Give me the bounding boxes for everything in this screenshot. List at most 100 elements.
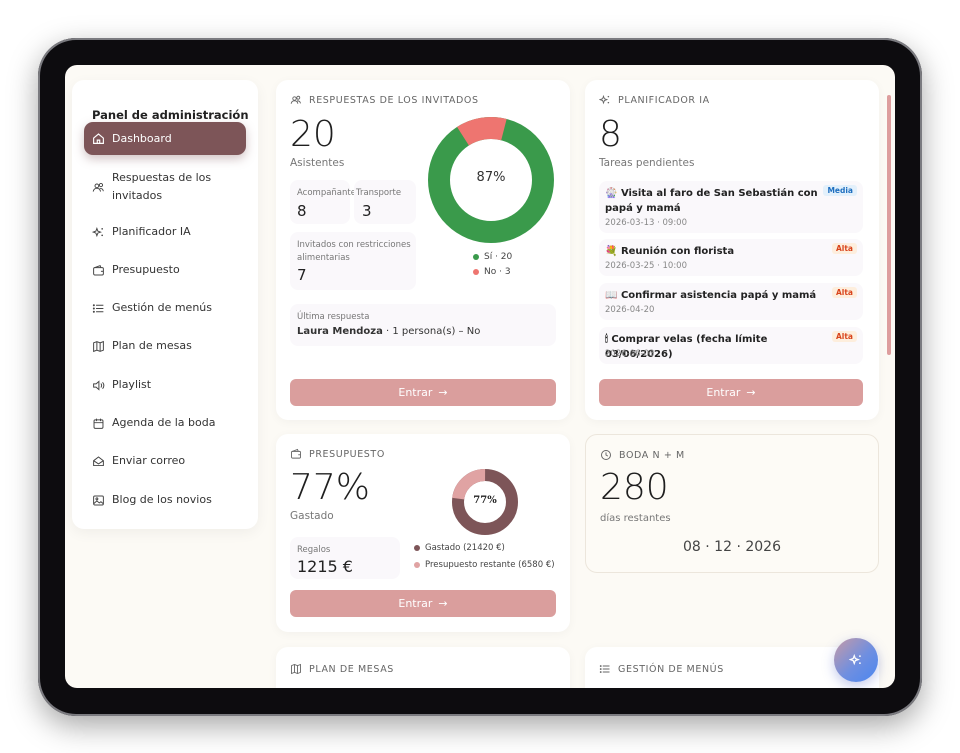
- wallet-icon: [93, 264, 104, 275]
- last-response-detail: · 1 persona(s) – No: [382, 326, 481, 337]
- button-label: Entrar: [398, 597, 433, 610]
- budget-card: PRESUPUESTO 77% Gastado Regalos 1215 € 7…: [276, 434, 570, 632]
- task-item[interactable]: 🕯 Comprar velas (fecha límite 03/06/2026…: [599, 327, 863, 364]
- menus-title: GESTIÓN DE MENÚS: [618, 663, 724, 675]
- sidebar-item-label: Gestión de menús: [112, 301, 212, 314]
- arrow-right-icon: →: [746, 386, 756, 399]
- sidebar-item-label: Plan de mesas: [112, 339, 192, 352]
- task-date: 2026-03-25 · 10:00: [605, 261, 687, 271]
- arrow-right-icon: →: [438, 597, 448, 610]
- priority-badge: Alta: [831, 243, 857, 254]
- attendee-count: 20: [290, 114, 336, 155]
- legend-remaining: Presupuesto restante (6580 €): [414, 560, 555, 570]
- menus-card: GESTIÓN DE MENÚS: [585, 647, 879, 688]
- map-icon: [291, 663, 301, 675]
- countdown-title: BODA N + M: [619, 449, 685, 461]
- task-date: 2026-04-20: [605, 305, 655, 315]
- mail-icon: [93, 455, 104, 466]
- priority-badge: Media: [823, 185, 857, 196]
- legend-yes: Sí · 20: [473, 252, 512, 262]
- brown-dot-icon: [414, 545, 420, 551]
- budget-enter-button[interactable]: Entrar →: [290, 590, 556, 617]
- sidebar-item-label: Agenda de la boda: [112, 416, 216, 429]
- sidebar-item-label: Planificador IA: [112, 225, 191, 238]
- task-date: 2026-03-13 · 09:00: [605, 218, 687, 228]
- image-icon: [93, 495, 104, 505]
- days-remaining: 280: [600, 467, 669, 508]
- rsvp-card: RESPUESTAS DE LOS INVITADOS 20 Asistente…: [276, 80, 570, 420]
- companions-label: Acompañantes: [297, 188, 361, 198]
- clock-icon: [601, 450, 611, 460]
- book-icon: 📖: [605, 290, 618, 301]
- map-icon: [93, 340, 104, 352]
- sidebar-item-responses[interactable]: Respuestas de los invitados: [84, 168, 246, 206]
- sidebar: Panel de administración Dashboard Respue…: [72, 80, 258, 529]
- task-item[interactable]: 💐 Reunión con florista 2026-03-25 · 10:0…: [599, 239, 863, 276]
- speaker-icon: [93, 379, 105, 391]
- gifts-stat: Regalos 1215 €: [290, 537, 400, 579]
- planner-title: PLANIFICADOR IA: [618, 94, 710, 106]
- green-dot-icon: [473, 254, 479, 260]
- rsvp-card-header: RESPUESTAS DE LOS INVITADOS: [290, 94, 479, 106]
- tables-title: PLAN DE MESAS: [309, 663, 394, 675]
- tables-card: PLAN DE MESAS: [276, 647, 570, 688]
- budget-title: PRESUPUESTO: [309, 448, 385, 460]
- wallet-icon: [291, 448, 301, 459]
- rsvp-donut-chart: [428, 117, 554, 243]
- sidebar-item-email[interactable]: Enviar correo: [84, 452, 246, 470]
- budget-donut-chart: [452, 469, 518, 535]
- transport-stat: Transporte 3: [354, 180, 416, 224]
- task-item[interactable]: 📖 Confirmar asistencia papá y mamá 2026-…: [599, 283, 863, 320]
- budget-spent-pct: 77%: [290, 467, 371, 508]
- priority-badge: Alta: [831, 331, 857, 342]
- sidebar-item-menus[interactable]: Gestión de menús: [84, 299, 246, 317]
- sidebar-item-label: Presupuesto: [112, 263, 180, 276]
- tables-card-header: PLAN DE MESAS: [290, 663, 394, 675]
- task-item[interactable]: 🎡 Visita al faro de San Sebastián con pa…: [599, 181, 863, 233]
- sidebar-item-planner[interactable]: Planificador IA: [84, 223, 246, 241]
- planner-enter-button[interactable]: Entrar →: [599, 379, 863, 406]
- sidebar-item-tables[interactable]: Plan de mesas: [84, 337, 246, 355]
- sparkles-icon: [599, 94, 610, 105]
- sidebar-item-budget[interactable]: Presupuesto: [84, 261, 246, 279]
- users-icon: [92, 182, 104, 192]
- sidebar-item-dashboard[interactable]: Dashboard: [84, 122, 246, 155]
- sidebar-item-label: Blog de los novios: [112, 493, 212, 506]
- ferris-wheel-icon: 🎡: [605, 188, 618, 199]
- attendee-label: Asistentes: [290, 157, 345, 169]
- rsvp-enter-button[interactable]: Entrar →: [290, 379, 556, 406]
- wedding-date: 08 · 12 · 2026: [683, 539, 781, 555]
- budget-spent-label: Gastado: [290, 510, 334, 522]
- companions-stat: Acompañantes 8: [290, 180, 360, 224]
- ai-assistant-fab[interactable]: [834, 638, 878, 682]
- countdown-card-header: BODA N + M: [600, 449, 685, 461]
- sidebar-item-label: Enviar correo: [112, 454, 186, 467]
- transport-value: 3: [362, 202, 372, 220]
- task-title: Visita al faro de San Sebastián con papá…: [605, 188, 818, 214]
- scrollbar[interactable]: [887, 95, 891, 355]
- planner-card-header: PLANIFICADOR IA: [599, 94, 710, 106]
- red-dot-icon: [473, 269, 479, 275]
- pending-task-count: 8: [599, 114, 622, 155]
- menus-card-header: GESTIÓN DE MENÚS: [599, 663, 724, 675]
- restrictions-stat: Invitados con restricciones alimentarias…: [290, 232, 416, 290]
- task-title: Confirmar asistencia papá y mamá: [620, 290, 817, 301]
- sidebar-item-agenda[interactable]: Agenda de la boda: [84, 414, 246, 432]
- list-icon: [92, 303, 104, 313]
- button-label: Entrar: [398, 386, 433, 399]
- days-remaining-label: días restantes: [600, 513, 671, 524]
- legend-spent-label: Gastado (21420 €): [425, 543, 505, 553]
- countdown-card: BODA N + M 280 días restantes 08 · 12 · …: [585, 434, 879, 573]
- button-label: Entrar: [706, 386, 741, 399]
- legend-yes-label: Sí · 20: [484, 252, 513, 262]
- sparkles-icon: [849, 653, 861, 666]
- sidebar-item-label: Respuestas de los invitados: [112, 171, 212, 202]
- pending-task-label: Tareas pendientes: [599, 157, 695, 169]
- task-date: 2026-06-03: [605, 349, 655, 359]
- pink-dot-icon: [414, 562, 420, 568]
- priority-badge: Alta: [831, 287, 857, 298]
- calendar-icon: [93, 418, 104, 429]
- gifts-value: 1215 €: [297, 557, 353, 576]
- sidebar-item-blog[interactable]: Blog de los novios: [84, 491, 246, 509]
- sidebar-item-playlist[interactable]: Playlist: [84, 376, 246, 394]
